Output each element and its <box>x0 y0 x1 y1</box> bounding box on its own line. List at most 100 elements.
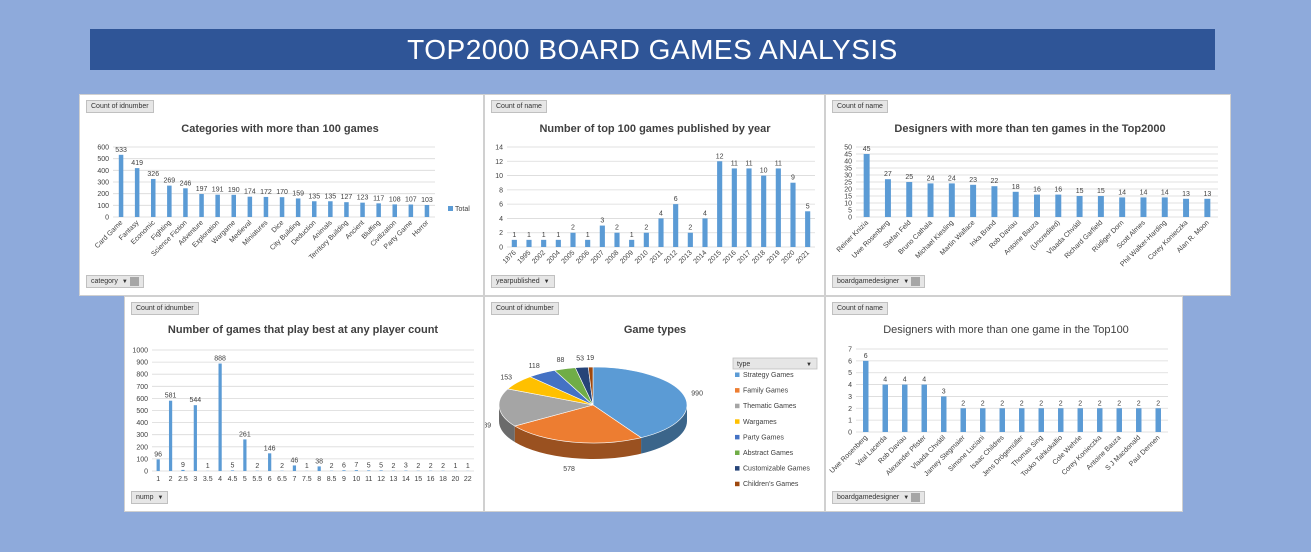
data-label: 2 <box>330 463 334 470</box>
designers2000-chart: Designers with more than ten games in th… <box>836 123 1218 268</box>
x-tick-label: 2012 <box>663 249 679 265</box>
data-label: 2 <box>392 463 396 470</box>
x-tick-label: 13 <box>390 476 398 483</box>
bar <box>1136 408 1142 432</box>
data-label: 326 <box>147 171 159 178</box>
data-label: 1 <box>512 232 516 239</box>
y-tick-label: 500 <box>97 156 109 163</box>
data-label: 108 <box>389 196 401 203</box>
data-label: 24 <box>948 175 956 182</box>
bar <box>1097 408 1103 432</box>
categories-filter-button[interactable]: category ▼ <box>86 275 144 288</box>
y-tick-label: 50 <box>844 145 852 152</box>
categories-field-button[interactable]: Count of idnumber <box>86 100 154 113</box>
x-tick-label: Antoine Bauza <box>1086 434 1123 471</box>
bar <box>884 179 891 217</box>
legend-label: Thematic Games <box>743 403 797 410</box>
data-label: 6 <box>674 196 678 203</box>
x-tick-label: 1995 <box>516 249 532 265</box>
x-tick-label: Uwe Rosenberg <box>851 219 892 260</box>
x-tick-label: Corey Konieczka <box>1147 219 1189 261</box>
x-tick-label: 8.5 <box>327 476 337 483</box>
x-tick-label: 15 <box>414 476 422 483</box>
x-tick-label: 4.5 <box>228 476 238 483</box>
bar <box>134 168 140 217</box>
data-label: 5 <box>806 203 810 210</box>
bar <box>1034 194 1040 217</box>
data-label: 14 <box>1140 189 1148 196</box>
data-label: 107 <box>405 197 417 204</box>
designers100-filter-button[interactable]: boardgamedesigner ▼ <box>832 491 926 504</box>
data-label: 246 <box>180 180 192 187</box>
dropdown-arrow-icon: ▼ <box>806 362 812 368</box>
data-label: 1 <box>206 463 210 470</box>
types-panel: Count of idnumber Game types 990 578 389 153… <box>484 296 825 512</box>
x-tick-label: 2006 <box>575 249 591 265</box>
pie-data-label: 990 <box>691 390 703 397</box>
x-tick-label: 16 <box>427 476 435 483</box>
x-tick-label: 2009 <box>619 249 635 265</box>
x-tick-label: 2 <box>169 476 173 483</box>
y-tick-label: 100 <box>97 203 109 210</box>
x-tick-label: 2015 <box>707 249 723 265</box>
bar <box>360 202 365 217</box>
x-tick-label: 2011 <box>649 249 665 265</box>
bar <box>317 466 321 471</box>
y-tick-label: 0 <box>848 215 852 222</box>
playercount-filter-button[interactable]: nump ▼ <box>131 491 169 504</box>
x-tick-label: 6 <box>268 476 272 483</box>
types-field-button[interactable]: Count of idnumber <box>491 302 559 315</box>
designers2000-field-button[interactable]: Count of name <box>832 100 888 113</box>
data-label: 10 <box>760 168 768 175</box>
bar <box>570 232 576 247</box>
data-label: 16 <box>1054 187 1062 194</box>
bar <box>328 201 333 217</box>
years-filter-button[interactable]: yearpublished ▼ <box>491 275 555 288</box>
bar <box>379 470 383 471</box>
data-label: 3 <box>942 388 946 395</box>
y-tick-label: 4 <box>848 382 852 389</box>
designers2000-filter-button[interactable]: boardgamedesigner ▼ <box>832 275 926 288</box>
data-label: 5 <box>367 462 371 469</box>
bar <box>746 168 752 247</box>
data-label: 15 <box>1076 188 1084 195</box>
y-tick-label: 45 <box>844 152 852 159</box>
bar <box>376 203 381 217</box>
y-tick-label: 0 <box>144 469 148 476</box>
data-label: 135 <box>308 193 320 200</box>
data-label: 6 <box>342 462 346 469</box>
pie-slice <box>498 388 594 427</box>
y-tick-label: 0 <box>848 430 852 437</box>
bar <box>167 185 172 217</box>
y-tick-label: 4 <box>499 216 503 223</box>
data-label: 38 <box>315 458 323 465</box>
data-label: 2 <box>416 463 420 470</box>
x-tick-label: Horror <box>411 219 430 238</box>
x-tick-label: 2018 <box>751 249 767 265</box>
y-tick-label: 0 <box>105 215 109 222</box>
legend-swatch <box>735 403 740 409</box>
data-label: 2 <box>1020 400 1024 407</box>
bar <box>863 360 869 432</box>
designers100-field-button[interactable]: Count of name <box>832 302 888 315</box>
playercount-field-button[interactable]: Count of idnumber <box>131 302 199 315</box>
y-tick-label: 20 <box>844 187 852 194</box>
data-label: 3 <box>600 218 604 225</box>
data-label: 117 <box>373 195 384 202</box>
playercount-panel: Count of idnumber Number of games that p… <box>124 296 484 512</box>
x-tick-label: 9 <box>342 476 346 483</box>
bar <box>247 196 253 217</box>
pie-data-label: 153 <box>500 374 512 381</box>
y-tick-label: 300 <box>136 432 148 439</box>
dropdown-arrow-icon: ▼ <box>903 279 910 285</box>
data-label: 16 <box>1033 187 1041 194</box>
bar <box>168 400 173 471</box>
bar <box>311 201 317 217</box>
filter-icon <box>911 276 921 286</box>
bar <box>585 239 591 247</box>
data-label: 419 <box>131 160 143 167</box>
years-field-button[interactable]: Count of name <box>491 100 547 113</box>
data-label: 191 <box>212 187 224 194</box>
x-tick-label: 11 <box>365 476 372 483</box>
